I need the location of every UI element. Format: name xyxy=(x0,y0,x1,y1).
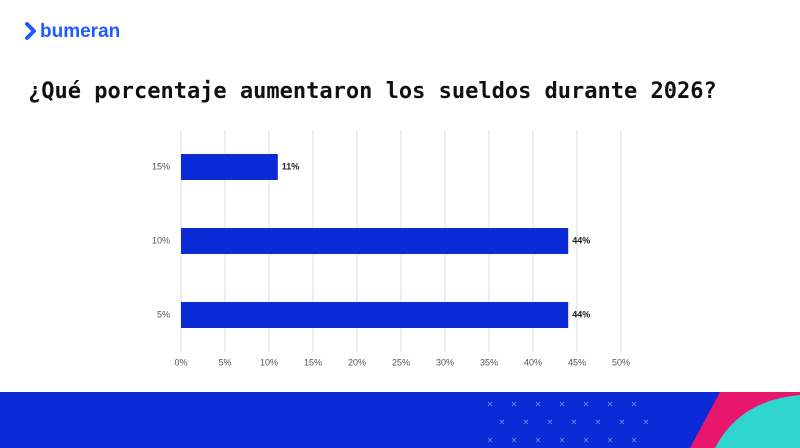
y-tick-label: 5% xyxy=(157,309,170,319)
x-tick-label: 45% xyxy=(568,357,586,367)
x-tick-label: 30% xyxy=(436,357,454,367)
bar xyxy=(181,154,278,180)
footer-blue xyxy=(0,392,800,448)
bar xyxy=(181,302,569,328)
value-label: 44% xyxy=(572,309,590,319)
y-tick-label: 10% xyxy=(152,235,170,245)
value-label: 11% xyxy=(282,161,300,171)
footer-band xyxy=(0,392,800,448)
value-label: 44% xyxy=(572,235,590,245)
y-tick-label: 15% xyxy=(152,161,170,171)
x-tick-label: 0% xyxy=(174,357,187,367)
x-tick-label: 20% xyxy=(348,357,366,367)
footer-teal xyxy=(715,395,800,448)
x-tick-label: 15% xyxy=(304,357,322,367)
x-tick-label: 35% xyxy=(480,357,498,367)
x-tick-label: 25% xyxy=(392,357,410,367)
logo: bumeran xyxy=(25,21,120,42)
x-tick-label: 10% xyxy=(260,357,278,367)
x-tick-label: 5% xyxy=(218,357,231,367)
logo-text: bumeran xyxy=(40,21,120,42)
x-tick-label: 50% xyxy=(612,357,630,367)
bar xyxy=(181,228,569,254)
plot-area: 0% 5% 10% 15% 20% 25% 30% 35% 40% 45% 50% 15% 11% 10%… xyxy=(152,130,630,367)
logo-icon xyxy=(25,22,36,40)
footer-crosses xyxy=(487,401,649,443)
chart-title: ¿Qué porcentaje aumentaron los sueldos d… xyxy=(28,79,717,104)
x-tick-label: 40% xyxy=(524,357,542,367)
